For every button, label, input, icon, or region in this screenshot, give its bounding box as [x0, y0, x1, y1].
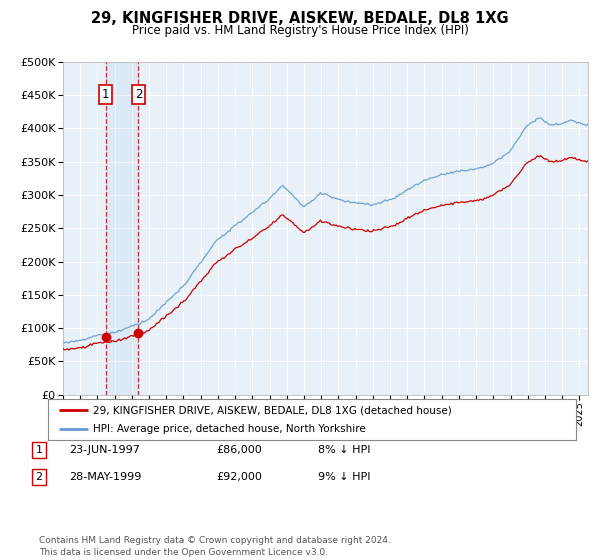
- Text: 2: 2: [35, 472, 43, 482]
- Text: 1: 1: [102, 88, 109, 101]
- Text: Contains HM Land Registry data © Crown copyright and database right 2024.
This d: Contains HM Land Registry data © Crown c…: [39, 536, 391, 557]
- Text: 29, KINGFISHER DRIVE, AISKEW, BEDALE, DL8 1XG (detached house): 29, KINGFISHER DRIVE, AISKEW, BEDALE, DL…: [93, 405, 452, 415]
- Text: 1: 1: [35, 445, 43, 455]
- Text: 28-MAY-1999: 28-MAY-1999: [69, 472, 142, 482]
- Text: £92,000: £92,000: [216, 472, 262, 482]
- Bar: [106, 62, 139, 395]
- Text: 29, KINGFISHER DRIVE, AISKEW, BEDALE, DL8 1XG: 29, KINGFISHER DRIVE, AISKEW, BEDALE, DL…: [91, 11, 509, 26]
- Text: Price paid vs. HM Land Registry's House Price Index (HPI): Price paid vs. HM Land Registry's House …: [131, 24, 469, 37]
- Text: 23-JUN-1997: 23-JUN-1997: [69, 445, 140, 455]
- Text: 9% ↓ HPI: 9% ↓ HPI: [318, 472, 371, 482]
- Text: 2: 2: [134, 88, 142, 101]
- Text: £86,000: £86,000: [216, 445, 262, 455]
- Text: 8% ↓ HPI: 8% ↓ HPI: [318, 445, 371, 455]
- Text: HPI: Average price, detached house, North Yorkshire: HPI: Average price, detached house, Nort…: [93, 424, 365, 433]
